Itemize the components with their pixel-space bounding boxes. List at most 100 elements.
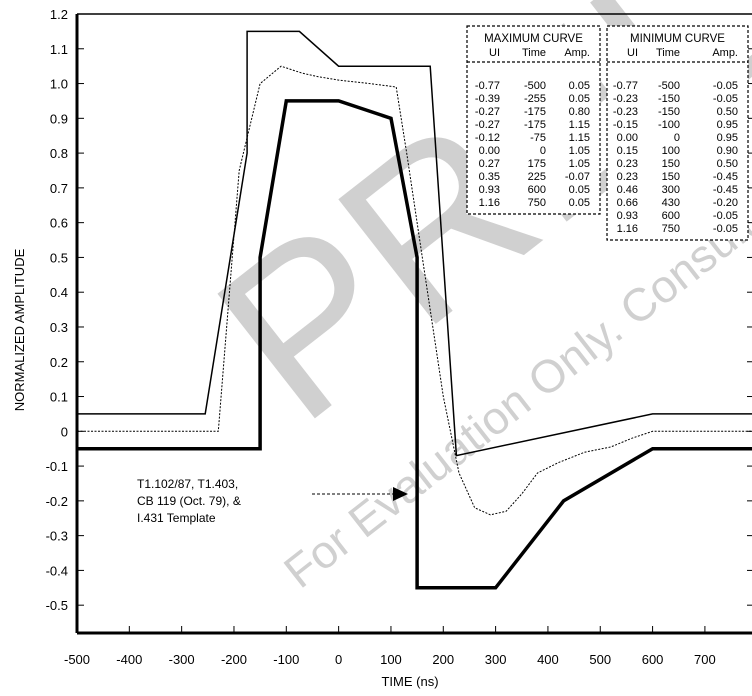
max-curve-table-cell: 0.35: [479, 171, 500, 183]
min-curve-table-title: MINIMUM CURVE: [630, 33, 725, 45]
max-curve-table-cell: -75: [530, 132, 546, 144]
min-curve-table-cell: 0.95: [717, 132, 738, 144]
max-curve-table-cell: -175: [524, 119, 546, 131]
min-curve-table-header: Amp.: [712, 47, 738, 59]
max-curve-table-cell: 225: [528, 171, 546, 183]
min-curve-table-cell: 430: [662, 197, 680, 209]
min-curve-table-cell: -0.05: [713, 210, 738, 222]
min-curve-table-cell: 100: [662, 145, 680, 157]
max-curve-table-cell: -0.27: [475, 119, 500, 131]
x-tick-label: 500: [589, 652, 611, 667]
y-tick-label: 0.5: [50, 250, 68, 265]
max-curve-table-cell: 175: [528, 158, 546, 170]
min-curve-table-cell: 1.16: [617, 223, 638, 235]
max-curve-table-cell: 0.05: [569, 197, 590, 209]
max-curve-table-cell: -0.12: [475, 132, 500, 144]
min-curve-table-cell: 600: [662, 210, 680, 222]
max-curve-table-cell: -0.77: [475, 80, 500, 92]
min-curve-table-cell: 0.50: [717, 106, 738, 118]
max-curve-table-cell: 1.15: [569, 132, 590, 144]
max-curve-table-cell: 1.16: [479, 197, 500, 209]
y-tick-label: 0.9: [50, 111, 68, 126]
min-curve-table-cell: -0.05: [713, 93, 738, 105]
y-tick-label: 0: [61, 424, 68, 439]
min-curve-table-cell: 0.93: [617, 210, 638, 222]
y-tick-label: 1.1: [50, 42, 68, 57]
y-tick-label: 0.8: [50, 146, 68, 161]
x-tick-label: 700: [694, 652, 716, 667]
x-tick-label: 200: [432, 652, 454, 667]
min-curve-table-cell: 0.95: [717, 119, 738, 131]
min-curve-table-cell: 0.66: [617, 197, 638, 209]
min-curve-table-cell: 0.23: [617, 171, 638, 183]
y-tick-label: 0.7: [50, 181, 68, 196]
max-curve-table-header: Time: [522, 47, 546, 59]
x-tick-label: -400: [116, 652, 142, 667]
y-tick-label: 0.2: [50, 355, 68, 370]
max-curve-table-header: Amp.: [564, 47, 590, 59]
y-tick-label: 0.6: [50, 216, 68, 231]
max-curve-table-cell: 0.27: [479, 158, 500, 170]
min-curve-table-cell: 0.15: [617, 145, 638, 157]
template-annotation: T1.102/87, T1.403, CB 119 (Oct. 79), & I…: [137, 477, 408, 525]
min-curve-table-cell: 0.00: [617, 132, 638, 144]
min-curve-table-cell: 150: [662, 158, 680, 170]
x-axis-title: TIME (ns): [381, 674, 438, 689]
max-curve-table-cell: 0: [540, 145, 546, 157]
max-curve-table-cell: 0.93: [479, 184, 500, 196]
min-curve-table-cell: -0.23: [613, 106, 638, 118]
min-curve-table-cell: 0: [674, 132, 680, 144]
annotation-line-3: I.431 Template: [137, 511, 216, 525]
min-curve-table-cell: 750: [662, 223, 680, 235]
min-curve-table-cell: -0.77: [613, 80, 638, 92]
min-curve-table-cell: -150: [658, 93, 680, 105]
y-tick-label: 1.2: [50, 7, 68, 22]
x-tick-label: -300: [169, 652, 195, 667]
min-curve-table-cell: 0.90: [717, 145, 738, 157]
min-curve-table-cell: 0.50: [717, 158, 738, 170]
max-curve-table-cell: -0.27: [475, 106, 500, 118]
max-curve-table-cell: -175: [524, 106, 546, 118]
y-tick-label: -0.4: [46, 563, 68, 578]
min-curve-table-cell: -500: [658, 80, 680, 92]
minimum-curve-line: [77, 99, 752, 590]
min-curve-table-header: UI: [627, 47, 638, 59]
y-tick-label: -0.3: [46, 529, 68, 544]
max-curve-table-cell: 1.05: [569, 145, 590, 157]
y-tick-label: 0.1: [50, 390, 68, 405]
y-axis-title: NORMALIZED AMPLITUDE: [12, 248, 27, 411]
legend-tables: MAXIMUM CURVE UI Time Amp. -0.77 -500 0.05 -0.3…: [466, 25, 749, 241]
min-curve-table-cell: 150: [662, 171, 680, 183]
max-curve-table-title: MAXIMUM CURVE: [484, 33, 583, 45]
x-tick-label: 0: [335, 652, 342, 667]
y-tick-label: 1.0: [50, 77, 68, 92]
min-curve-table-cell: -0.45: [713, 184, 738, 196]
x-tick-label: 400: [537, 652, 559, 667]
min-curve-table-cell: -0.23: [613, 93, 638, 105]
y-tick-label: -0.5: [46, 598, 68, 613]
min-curve-table-cell: -100: [658, 119, 680, 131]
max-curve-table-cell: 0.05: [569, 93, 590, 105]
max-curve-table-cell: 750: [528, 197, 546, 209]
min-curve-table-cell: -0.05: [713, 223, 738, 235]
min-curve-table-cell: 0.23: [617, 158, 638, 170]
typical-pulse-line: [77, 65, 752, 516]
max-curve-table-cell: 0.00: [479, 145, 500, 157]
annotation-line-1: T1.102/87, T1.403,: [137, 477, 238, 491]
annotation-line-2: CB 119 (Oct. 79), &: [137, 494, 241, 508]
max-curve-table-cell: -0.07: [565, 171, 590, 183]
annotation-arrowhead: [393, 487, 408, 501]
min-curve-table-cell: -0.15: [613, 119, 638, 131]
y-tick-label: -0.1: [46, 459, 68, 474]
min-curve-table-cell: 300: [662, 184, 680, 196]
y-tick-label: 0.3: [50, 320, 68, 335]
max-curve-table-cell: 0.05: [569, 184, 590, 196]
maximum-curve-line: [77, 30, 752, 457]
x-tick-label: -500: [64, 652, 90, 667]
y-tick-label: 0.4: [50, 285, 68, 300]
x-tick-label: -200: [221, 652, 247, 667]
min-curve-table-cell: -0.20: [713, 197, 738, 209]
max-curve-table-cell: -0.39: [475, 93, 500, 105]
min-curve-table-cell: -150: [658, 106, 680, 118]
